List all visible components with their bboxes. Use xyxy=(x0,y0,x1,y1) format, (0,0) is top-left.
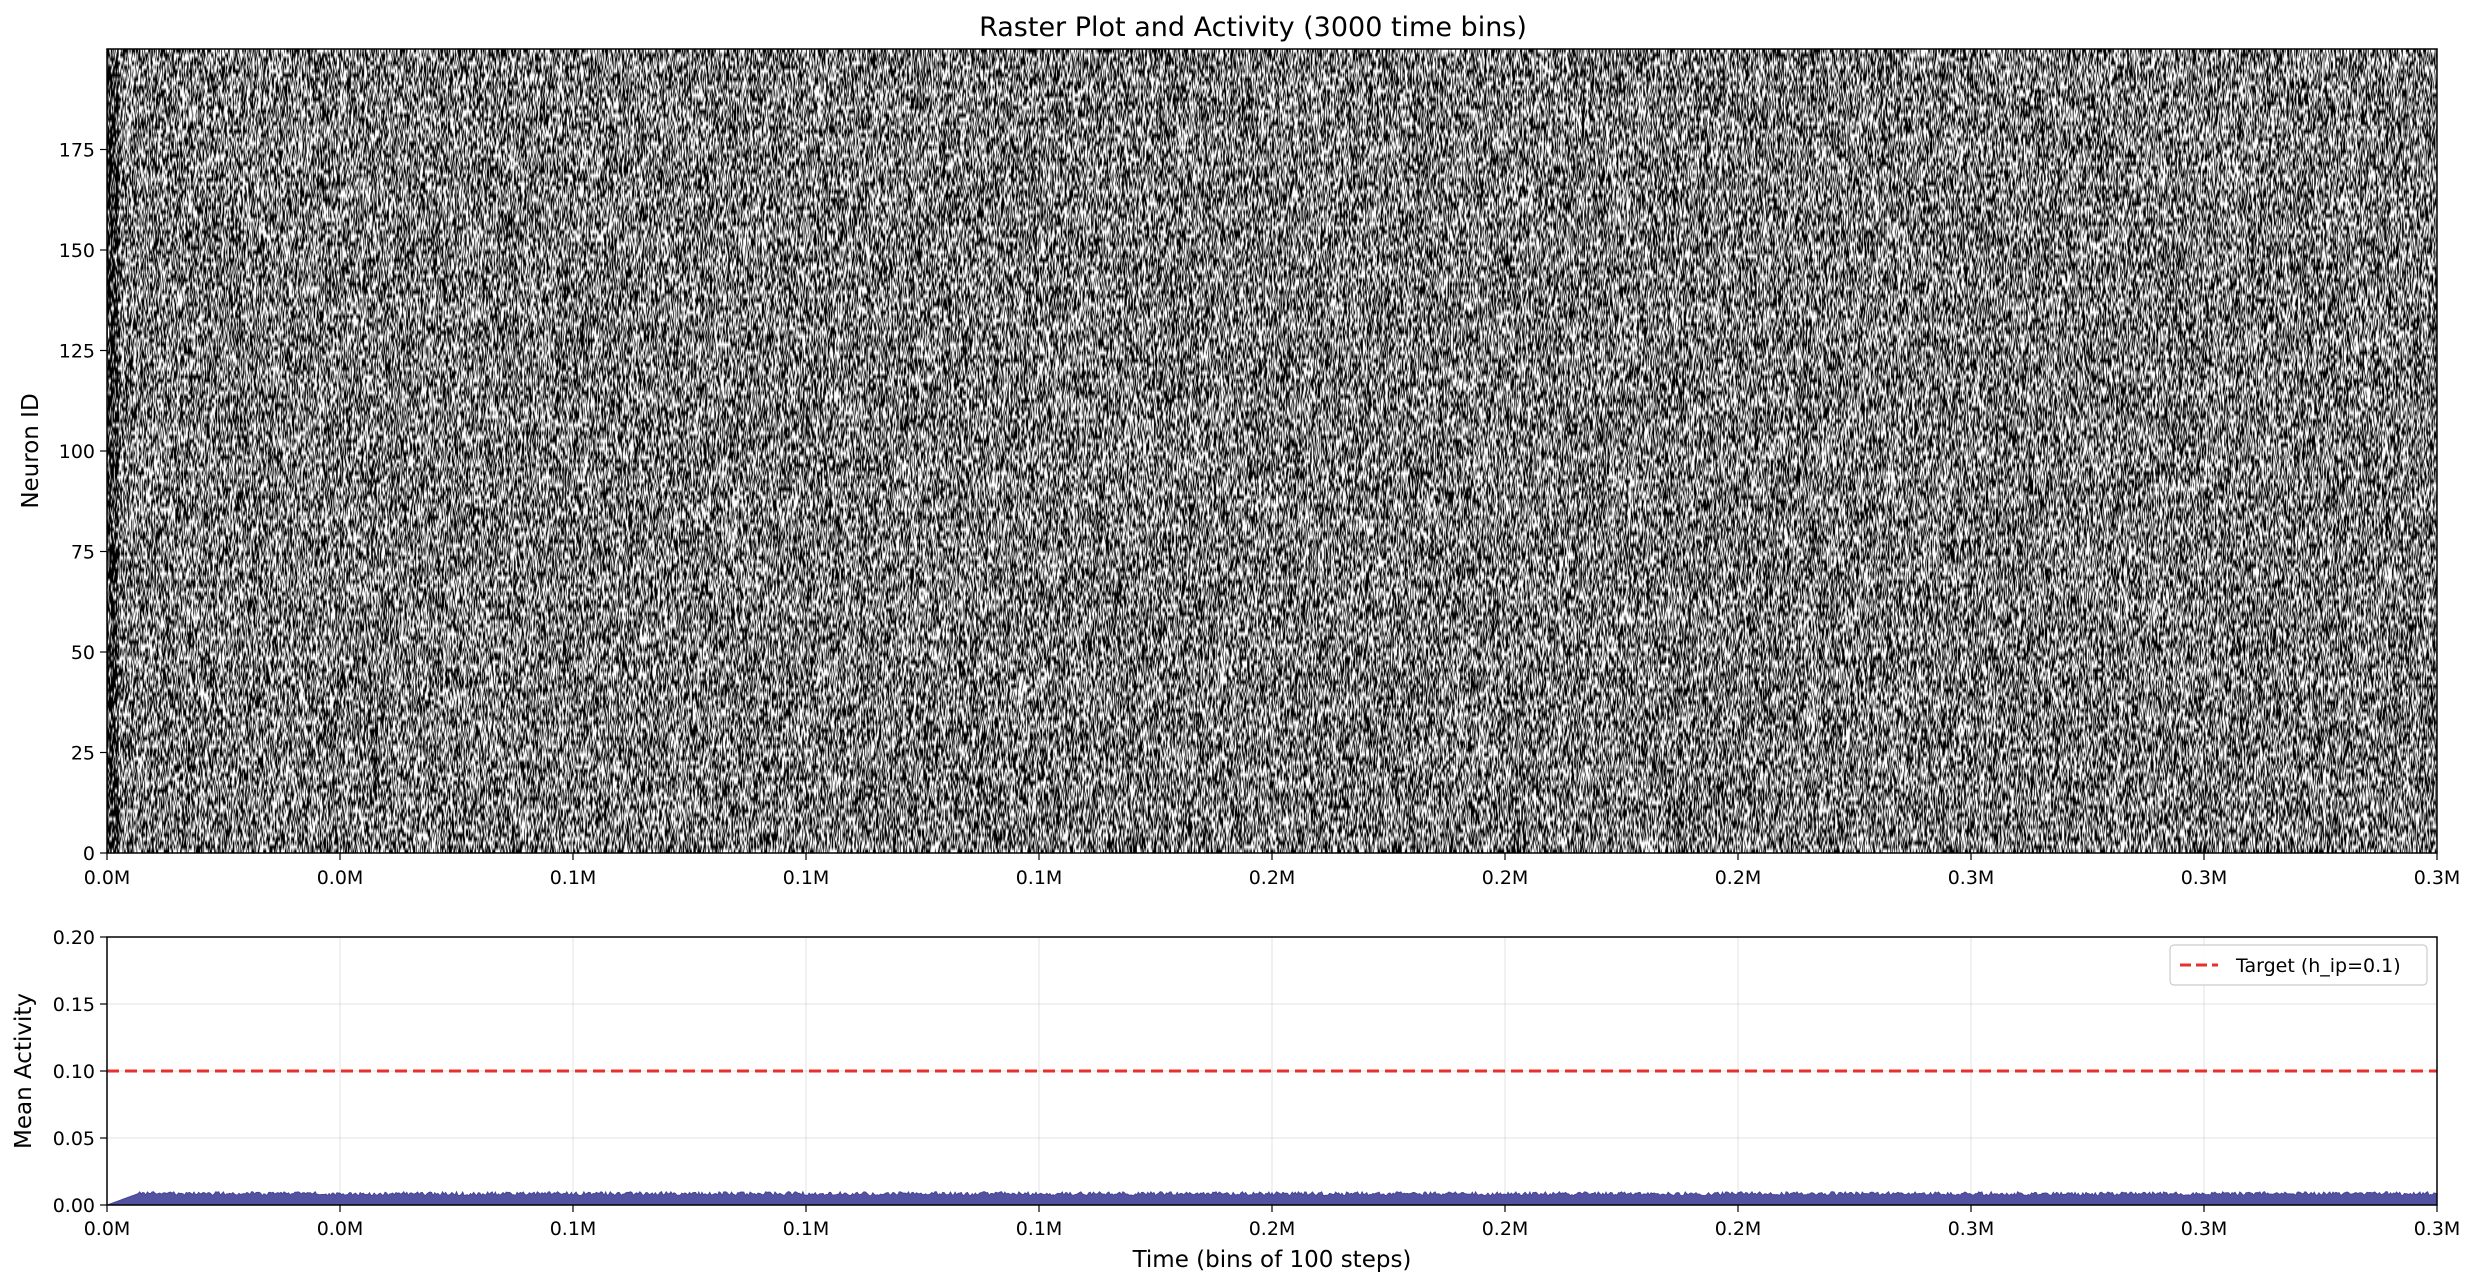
activity-x-label: Time (bins of 100 steps) xyxy=(1132,1247,1412,1273)
raster-x-tick-label: 0.3M xyxy=(2414,867,2461,889)
raster-x-tick-label: 0.3M xyxy=(2181,867,2228,889)
raster-title: Raster Plot and Activity (3000 time bins… xyxy=(979,12,1527,43)
activity-y-tick-label: 0.15 xyxy=(53,994,95,1016)
raster-x-tick-label: 0.2M xyxy=(1715,867,1762,889)
raster-y-tick-label: 150 xyxy=(59,240,95,262)
activity-x-tick-label: 0.0M xyxy=(317,1218,364,1240)
activity-area xyxy=(106,1190,2438,1206)
raster-image xyxy=(107,49,2437,853)
activity-x-tick-label: 0.3M xyxy=(2414,1218,2461,1240)
raster-x-tick-label: 0.1M xyxy=(550,867,597,889)
raster-y-tick-label: 75 xyxy=(71,542,95,564)
raster-y-tick-label: 100 xyxy=(59,441,95,463)
activity-y-label: Mean Activity xyxy=(11,993,37,1149)
raster-x-tick-label: 0.1M xyxy=(1016,867,1063,889)
activity-y-tick-label: 0.20 xyxy=(53,927,95,949)
activity-x-tick-label: 0.1M xyxy=(550,1218,597,1240)
raster-x-tick-label: 0.1M xyxy=(783,867,830,889)
raster-y-label: Neuron ID xyxy=(18,393,44,508)
activity-y-axis: 0.00 0.05 0.10 0.15 0.20 xyxy=(53,927,107,1217)
raster-x-axis: 0.0M 0.0M 0.1M 0.1M 0.1M 0.2M 0.2M 0.2M 0.3M 0.3M… xyxy=(84,853,2461,889)
raster-y-tick-label: 175 xyxy=(59,140,95,162)
raster-y-tick-label: 50 xyxy=(71,642,95,664)
activity-x-tick-label: 0.2M xyxy=(1482,1218,1529,1240)
legend-box xyxy=(2169,944,2428,986)
raster-x-tick-label: 0.0M xyxy=(84,867,131,889)
raster-y-tick-label: 0 xyxy=(83,843,95,865)
raster-x-tick-label: 0.0M xyxy=(317,867,364,889)
raster-y-tick-label: 25 xyxy=(71,743,95,765)
activity-x-tick-label: 0.3M xyxy=(2181,1218,2228,1240)
activity-x-axis: 0.0M 0.0M 0.1M 0.1M 0.1M 0.2M 0.2M 0.2M 0.3M 0.3M… xyxy=(84,1205,2461,1240)
activity-x-tick-label: 0.2M xyxy=(1249,1218,1296,1240)
activity-x-tick-label: 0.1M xyxy=(783,1218,830,1240)
raster-y-tick-label: 125 xyxy=(59,341,95,363)
raster-x-tick-label: 0.3M xyxy=(1948,867,1995,889)
activity-x-tick-label: 0.2M xyxy=(1715,1218,1762,1240)
raster-x-tick-label: 0.2M xyxy=(1482,867,1529,889)
raster-y-axis: 0 25 50 75 100 125 150 175 xyxy=(59,140,107,865)
activity-y-tick-label: 0.00 xyxy=(53,1195,95,1217)
legend-target-label: Target (h_ip=0.1) xyxy=(2235,955,2401,977)
activity-y-tick-label: 0.10 xyxy=(53,1061,95,1083)
activity-y-tick-label: 0.05 xyxy=(53,1128,95,1150)
activity-legend: Target (h_ip=0.1) xyxy=(2169,944,2428,986)
activity-x-tick-label: 0.1M xyxy=(1016,1218,1063,1240)
raster-x-tick-label: 0.2M xyxy=(1249,867,1296,889)
activity-x-tick-label: 0.0M xyxy=(84,1218,131,1240)
raster-cells xyxy=(107,49,2437,853)
activity-x-tick-label: 0.3M xyxy=(1948,1218,1995,1240)
